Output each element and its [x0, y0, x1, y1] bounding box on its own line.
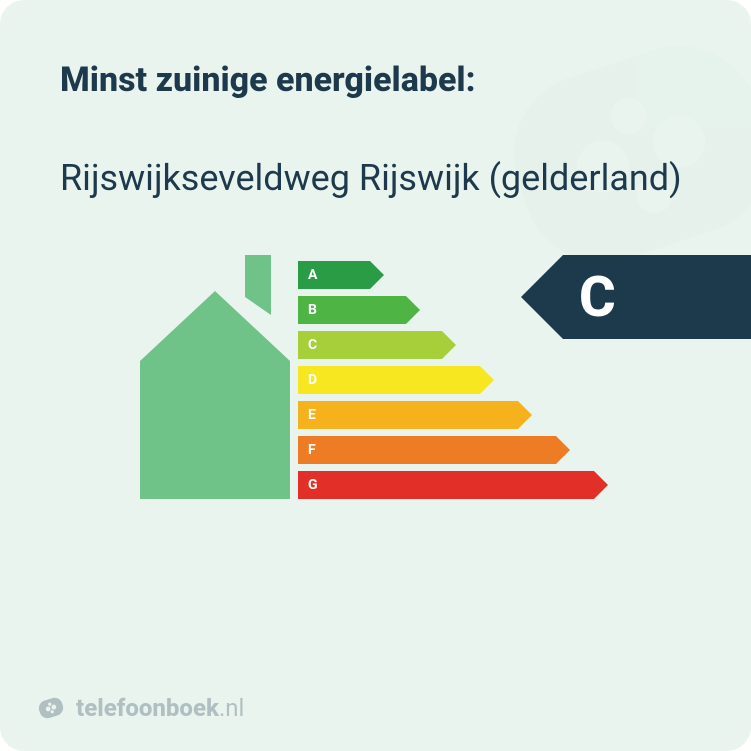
energy-bar-label: F — [308, 442, 316, 458]
energy-bar — [298, 436, 570, 464]
energy-bar-label: E — [308, 407, 316, 423]
content: Minst zuinige energielabel: Rijswijkseve… — [0, 0, 751, 531]
energy-bar — [298, 471, 608, 499]
energy-bar-label: A — [308, 267, 318, 283]
energy-bar — [298, 401, 532, 429]
energy-bar-label: D — [308, 372, 317, 388]
footer: telefoonboek.nl — [36, 693, 244, 723]
brand-bold: telefoonboek — [76, 694, 219, 722]
brand-label: telefoonboek.nl — [76, 694, 244, 722]
energy-label-card: Minst zuinige energielabel: Rijswijkseve… — [0, 0, 751, 751]
location-label: Rijswijkseveldweg Rijswijk (gelderland) — [60, 156, 691, 201]
house-chimney-icon — [245, 255, 271, 315]
rating-badge: C — [521, 255, 751, 339]
energy-bar — [298, 331, 456, 359]
brand-icon — [36, 693, 66, 723]
energy-bar-label: C — [308, 337, 317, 353]
brand-rest: .nl — [219, 694, 244, 722]
energy-chart: A B C D E F G C — [60, 251, 691, 531]
energy-bar-label: G — [308, 477, 318, 493]
house-icon — [140, 291, 290, 499]
page-title: Minst zuinige energielabel: — [60, 60, 691, 100]
rating-letter: C — [579, 255, 616, 339]
energy-bar — [298, 366, 494, 394]
energy-bar-label: B — [308, 302, 317, 318]
